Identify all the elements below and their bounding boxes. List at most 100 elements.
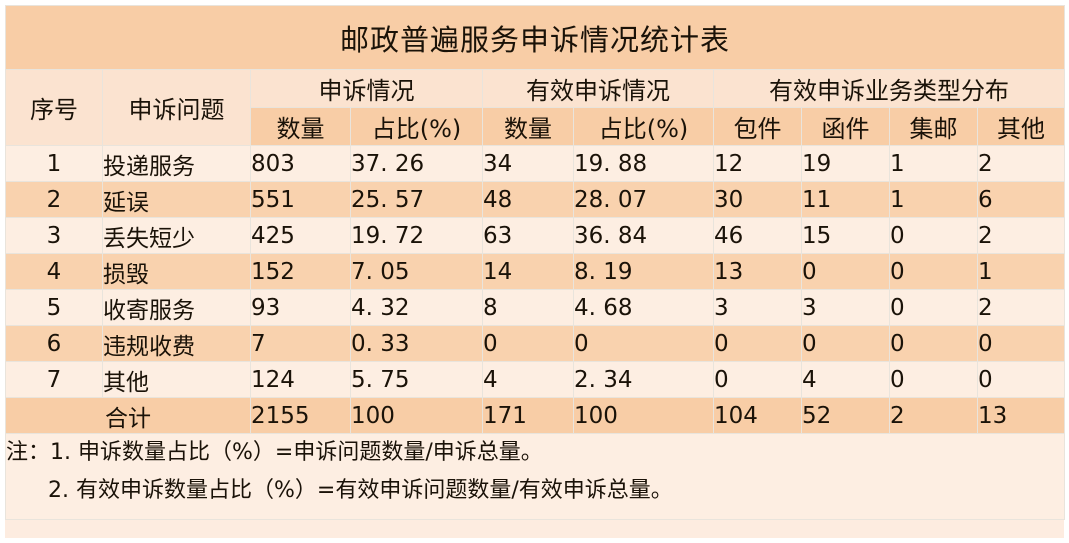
note-line-1: 注：1. 申诉数量占比（%）=申诉问题数量/申诉总量。: [6, 440, 543, 465]
row-cell-valid-ratio: 28. 07: [573, 181, 714, 218]
row-cell-biz-parcel: 3: [713, 289, 802, 326]
row-cell-biz-other: 2: [976, 217, 1066, 254]
row-cell-biz-parcel: 0: [713, 325, 802, 362]
row-cell-biz-other: 2: [976, 289, 1066, 326]
row-cell-index: 1: [5, 145, 103, 182]
header-col-issue: 申诉问题: [102, 69, 251, 146]
notes-container: 注：1. 申诉数量占比（%）=申诉问题数量/申诉总量。 2. 有效申诉数量占比（…: [4, 433, 1066, 520]
table-row: 6 违规收费 7 0. 33 0 0 0 0 0 0: [5, 325, 1066, 362]
table-row: 5 收寄服务 93 4. 32 8 4. 68 3 3 0 2: [5, 289, 1066, 326]
row-cell-biz-letter: 11: [801, 181, 890, 218]
table-row: 7 其他 124 5. 75 4 2. 34 0 4 0 0: [5, 361, 1066, 398]
row-cell-complaint-ratio: 25. 57: [350, 181, 483, 218]
header-group-complaint: 申诉情况: [250, 69, 483, 108]
total-biz-philately: 2: [889, 397, 978, 434]
header-valid-count: 数量: [482, 107, 574, 146]
header-biz-parcel: 包件: [713, 107, 802, 146]
complaint-statistics-table: 邮政普遍服务申诉情况统计表 序号 申诉问题 申诉情况 有效申诉情况 有效申诉业务…: [4, 5, 1066, 520]
row-cell-complaint-ratio: 37. 26: [350, 145, 483, 182]
row-cell-complaint-count: 425: [250, 217, 351, 254]
note-line-2: 2. 有效申诉数量占比（%）=有效申诉问题数量/有效申诉总量。: [48, 478, 673, 503]
header-complaint-ratio: 占比(%): [350, 107, 483, 146]
table-body: 1 投递服务 803 37. 26 34 19. 88 12 19 1 2 2 延误 551 25. 57…: [5, 145, 1066, 398]
total-valid-ratio: 100: [573, 397, 714, 434]
row-cell-biz-other: 1: [976, 253, 1066, 290]
row-cell-valid-ratio: 2. 34: [573, 361, 714, 398]
row-cell-valid-ratio: 4. 68: [573, 289, 714, 326]
row-cell-valid-count: 48: [482, 181, 574, 218]
row-cell-complaint-ratio: 7. 05: [350, 253, 483, 290]
row-cell-biz-letter: 15: [801, 217, 890, 254]
row-cell-valid-ratio: 19. 88: [573, 145, 714, 182]
row-cell-complaint-count: 7: [250, 325, 351, 362]
header-row-groups: 序号 申诉问题 申诉情况 有效申诉情况 有效申诉业务类型分布: [5, 69, 1066, 146]
row-cell-index: 5: [5, 289, 103, 326]
row-cell-complaint-ratio: 0. 33: [350, 325, 483, 362]
row-cell-complaint-count: 93: [250, 289, 351, 326]
statistics-sheet: 邮政普遍服务申诉情况统计表 序号 申诉问题 申诉情况 有效申诉情况 有效申诉业务…: [4, 5, 1066, 538]
total-complaint-count: 2155: [250, 397, 351, 434]
row-cell-index: 4: [5, 253, 103, 290]
total-biz-letter: 52: [801, 397, 890, 434]
row-cell-index: 3: [5, 217, 103, 254]
table-row: 4 损毁 152 7. 05 14 8. 19 13 0 0 1: [5, 253, 1066, 290]
row-cell-valid-ratio: 0: [573, 325, 714, 362]
total-label: 合计: [5, 397, 251, 434]
row-cell-complaint-count: 803: [250, 145, 351, 182]
row-cell-valid-count: 63: [482, 217, 574, 254]
row-cell-biz-letter: 0: [801, 253, 890, 290]
row-cell-biz-philately: 0: [889, 361, 978, 398]
row-cell-biz-philately: 0: [889, 217, 978, 254]
header-row-subcolumns: 数量 占比(%) 数量 占比(%) 包件 函件 集邮 其他: [6, 107, 1066, 146]
row-cell-complaint-count: 551: [250, 181, 351, 218]
header-group-business-type: 有效申诉业务类型分布: [712, 69, 1066, 108]
row-cell-valid-count: 14: [482, 253, 574, 290]
row-cell-issue: 损毁: [102, 253, 251, 290]
row-cell-biz-other: 0: [976, 361, 1066, 398]
header-group-valid-complaint: 有效申诉情况: [482, 69, 714, 108]
header-biz-philately: 集邮: [889, 107, 978, 146]
table-title-row: 邮政普遍服务申诉情况统计表: [4, 5, 1066, 70]
row-cell-valid-ratio: 36. 84: [573, 217, 714, 254]
row-cell-complaint-ratio: 4. 32: [350, 289, 483, 326]
table-row: 1 投递服务 803 37. 26 34 19. 88 12 19 1 2: [5, 145, 1066, 182]
header-biz-other: 其他: [976, 107, 1066, 146]
row-cell-complaint-count: 124: [250, 361, 351, 398]
row-cell-index: 7: [5, 361, 103, 398]
row-cell-valid-count: 8: [482, 289, 574, 326]
row-cell-biz-parcel: 30: [713, 181, 802, 218]
row-cell-biz-letter: 3: [801, 289, 890, 326]
row-cell-valid-ratio: 8. 19: [573, 253, 714, 290]
row-cell-biz-philately: 0: [889, 253, 978, 290]
row-cell-biz-philately: 1: [889, 145, 978, 182]
row-cell-issue: 收寄服务: [102, 289, 251, 326]
row-cell-valid-count: 0: [482, 325, 574, 362]
row-cell-complaint-ratio: 19. 72: [350, 217, 483, 254]
row-cell-biz-parcel: 46: [713, 217, 802, 254]
header-complaint-count: 数量: [250, 107, 351, 146]
row-cell-biz-parcel: 12: [713, 145, 802, 182]
table-row: 2 延误 551 25. 57 48 28. 07 30 11 1 6: [5, 181, 1066, 218]
table-row: 3 丢失短少 425 19. 72 63 36. 84 46 15 0 2: [5, 217, 1066, 254]
total-biz-other: 13: [976, 397, 1066, 434]
row-cell-issue: 投递服务: [102, 145, 251, 182]
row-cell-biz-philately: 0: [889, 325, 978, 362]
row-cell-biz-parcel: 13: [713, 253, 802, 290]
row-cell-biz-other: 0: [976, 325, 1066, 362]
total-complaint-ratio: 100: [350, 397, 483, 434]
row-cell-complaint-count: 152: [250, 253, 351, 290]
row-cell-valid-count: 34: [482, 145, 574, 182]
row-cell-issue: 违规收费: [102, 325, 251, 362]
table-notes-row: 注：1. 申诉数量占比（%）=申诉问题数量/申诉总量。 2. 有效申诉数量占比（…: [4, 433, 1066, 520]
header-biz-letter: 函件: [801, 107, 890, 146]
row-cell-biz-philately: 0: [889, 289, 978, 326]
header-valid-ratio: 占比(%): [573, 107, 714, 146]
table-total-row: 合计 2155 100 171 100 104 52 2 13: [5, 397, 1066, 434]
row-cell-complaint-ratio: 5. 75: [350, 361, 483, 398]
row-cell-biz-philately: 1: [889, 181, 978, 218]
row-cell-biz-parcel: 0: [713, 361, 802, 398]
header-col-index: 序号: [5, 69, 103, 146]
row-cell-index: 6: [5, 325, 103, 362]
row-cell-biz-letter: 0: [801, 325, 890, 362]
row-cell-biz-other: 6: [976, 181, 1066, 218]
